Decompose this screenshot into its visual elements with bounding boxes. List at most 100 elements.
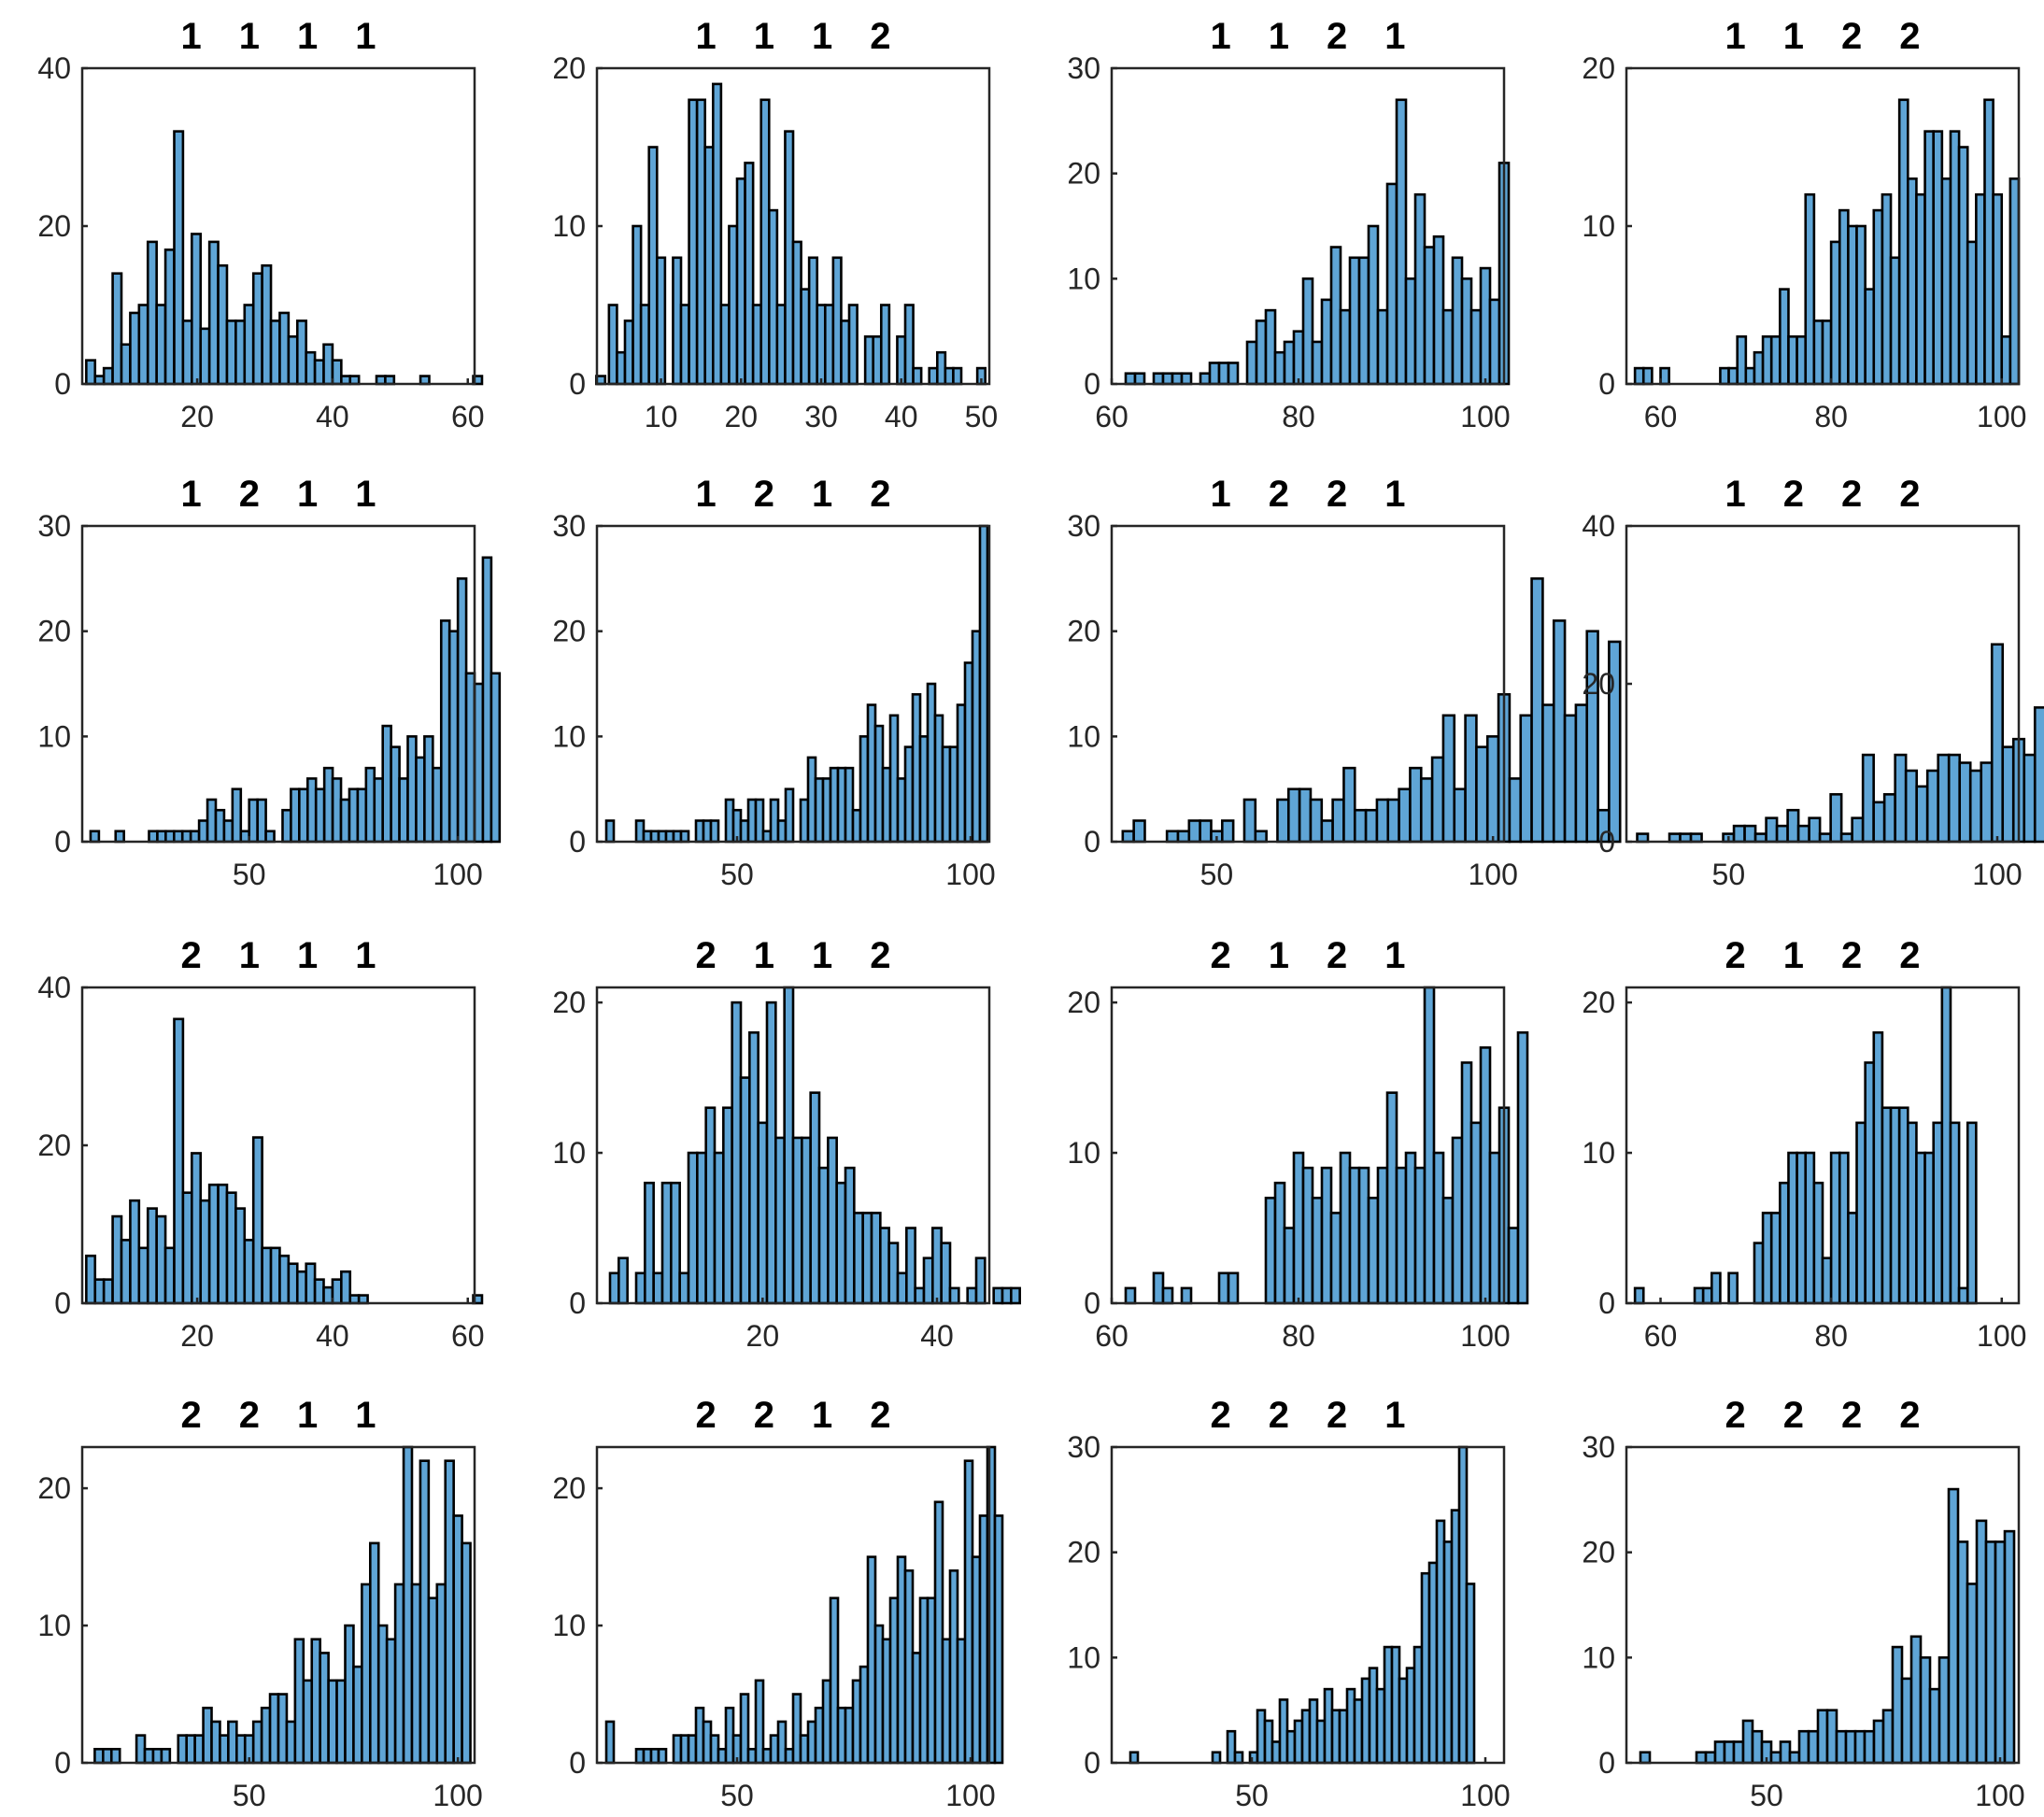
histogram-bar	[164, 830, 176, 844]
histogram-bar	[1897, 98, 1909, 386]
y-tick-label: 20	[552, 1471, 586, 1505]
histogram-bar	[302, 1679, 314, 1765]
histogram-bar	[1409, 766, 1423, 844]
histogram-bar	[1552, 619, 1567, 844]
x-tick-label: 50	[1712, 858, 1746, 891]
axes-box	[1110, 1445, 1506, 1765]
histogram-bar	[210, 1720, 221, 1765]
y-tick-label: 20	[552, 615, 586, 648]
histogram-bar	[410, 1583, 422, 1765]
histogram-bar	[348, 788, 360, 844]
histogram-bar	[1404, 1151, 1417, 1305]
histogram-bar	[1233, 1751, 1244, 1765]
y-tick-label: 0	[1084, 825, 1100, 859]
histogram-bar	[1339, 308, 1352, 386]
histogram-bar	[1339, 1151, 1352, 1305]
histogram-bar	[1808, 816, 1822, 844]
y-tick-label: 40	[37, 51, 71, 85]
x-tick-label: 80	[1814, 1319, 1848, 1353]
histogram-bar	[1245, 340, 1258, 386]
histogram-bar	[696, 1151, 707, 1305]
y-tick-label: 40	[1582, 509, 1615, 543]
histogram-bar	[191, 1152, 203, 1305]
histogram-bar	[1460, 277, 1473, 386]
histogram-bar	[1264, 1197, 1277, 1305]
x-tick-label: 40	[920, 1319, 954, 1353]
histogram-bar	[1957, 1286, 1969, 1305]
y-tick-label: 10	[1067, 719, 1100, 753]
histogram-bar	[1897, 1106, 1909, 1305]
histogram-bar	[1679, 832, 1693, 844]
histogram-bar	[1187, 819, 1201, 844]
histogram-bar	[385, 1638, 397, 1765]
histogram-bar	[340, 375, 352, 386]
histogram-bar	[1199, 372, 1212, 386]
histogram-bar	[251, 272, 263, 386]
histogram-bar	[1958, 761, 1972, 844]
histogram-bar	[1488, 1151, 1501, 1305]
histogram-bar	[1796, 824, 1810, 844]
histogram-bar	[1320, 819, 1334, 844]
histogram-bar	[861, 1212, 873, 1305]
histogram-bar	[1413, 192, 1427, 386]
histogram-bar	[1208, 362, 1221, 386]
histogram-bar	[231, 788, 243, 844]
histogram-bar	[151, 1748, 163, 1765]
histogram-bar	[181, 319, 193, 386]
histogram-bar	[791, 1136, 803, 1305]
histogram-bar	[111, 272, 123, 386]
axes-box	[595, 524, 991, 844]
x-tick-label: 50	[720, 1779, 754, 1812]
histogram-bar	[1217, 1271, 1230, 1305]
histogram-bar	[193, 1734, 205, 1765]
histogram-bar	[1704, 1751, 1717, 1765]
histogram-bar	[1797, 1729, 1810, 1765]
panel-title: 1 1 1 1	[181, 16, 376, 57]
panel-title: 1 1 1 2	[696, 16, 891, 57]
histogram-bar	[348, 375, 361, 386]
histogram-bar	[148, 830, 159, 844]
bar-group	[93, 1445, 472, 1765]
histogram-bar	[1376, 1166, 1389, 1305]
histogram-bar	[1441, 1197, 1455, 1305]
histogram-bar	[1479, 266, 1492, 386]
y-tick-label: 20	[552, 51, 586, 85]
histogram-bar	[687, 1151, 699, 1305]
histogram-panel-7: 0 10 20 30 50 100 1 2 2 1	[1067, 474, 1622, 891]
histogram-bar	[879, 1227, 890, 1305]
histogram-bar	[679, 830, 690, 844]
x-tick-label: 60	[1095, 400, 1128, 433]
histogram-bar	[439, 619, 451, 844]
histogram-bar	[1829, 792, 1843, 844]
histogram-bar	[1872, 1719, 1885, 1765]
x-tick-label: 50	[1750, 1779, 1783, 1812]
histogram-bar	[461, 1541, 472, 1765]
histogram-bar	[948, 1286, 960, 1305]
histogram-bar	[390, 745, 401, 844]
histogram-bar	[783, 986, 795, 1305]
histogram-bar	[1460, 1061, 1473, 1305]
bar-group	[1124, 98, 1511, 386]
axes-box	[1625, 1445, 2021, 1765]
histogram-bar	[85, 1255, 97, 1305]
histogram-bar	[305, 1262, 317, 1305]
axes-box	[595, 986, 991, 1305]
histogram-bar	[704, 1106, 717, 1305]
histogram-bar	[1519, 714, 1533, 844]
y-tick-label: 30	[1067, 51, 1100, 85]
histogram-bar	[356, 788, 368, 844]
histogram-bar	[1342, 766, 1356, 844]
histogram-bar	[1864, 1061, 1876, 1305]
histogram-bar	[1227, 1271, 1240, 1305]
histogram-bar	[1385, 1091, 1398, 1305]
y-tick-label: 0	[54, 825, 71, 859]
bar-group	[1124, 986, 1529, 1305]
histogram-bar	[1891, 1645, 1904, 1765]
y-tick-label: 40	[37, 971, 71, 1004]
histogram-bar	[268, 1693, 280, 1765]
x-tick-label: 60	[451, 400, 485, 433]
histogram-bar	[1585, 630, 1599, 844]
histogram-bar	[227, 1720, 238, 1765]
histogram-bar	[670, 1181, 681, 1305]
